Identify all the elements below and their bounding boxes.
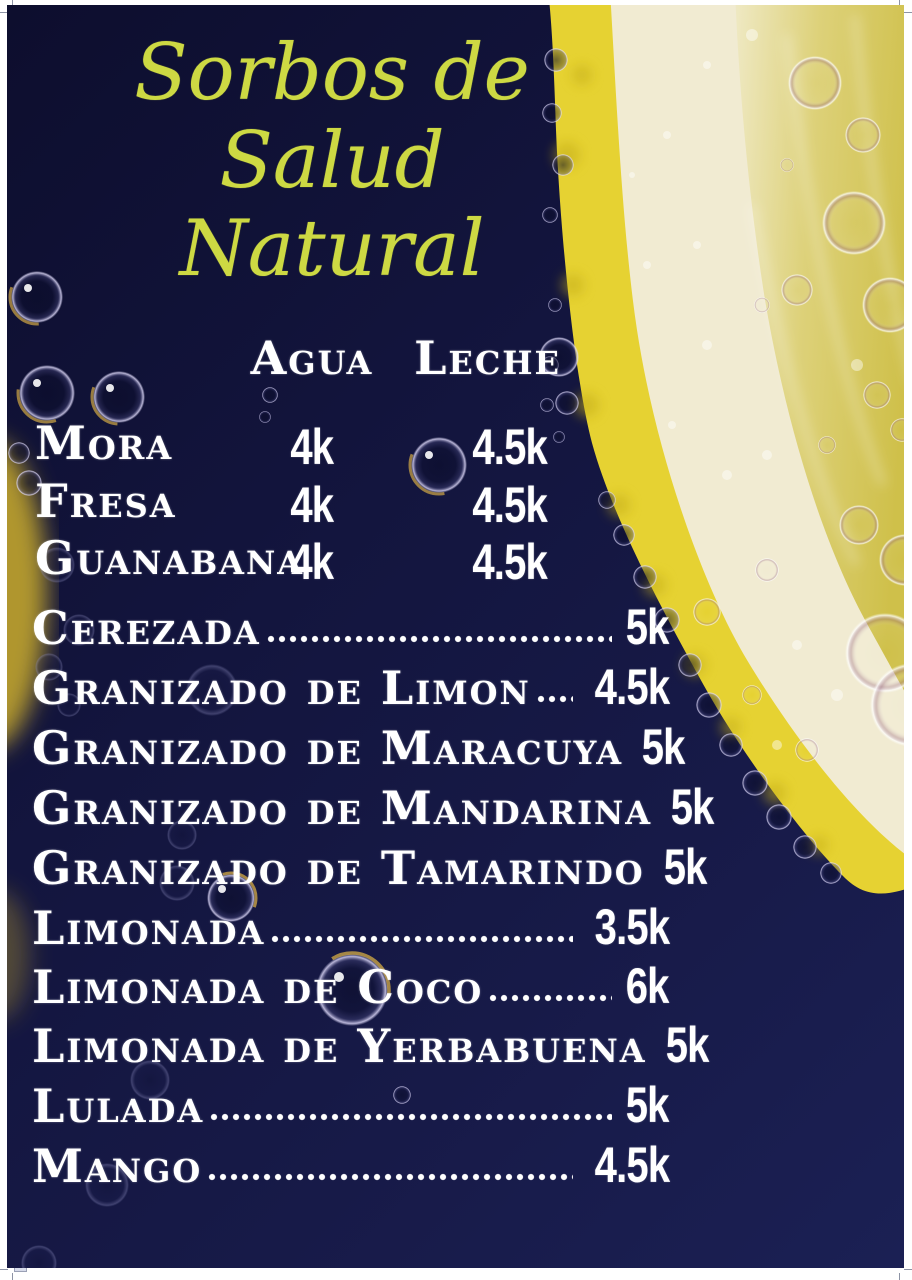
- item-price-agua: 4k: [290, 419, 335, 475]
- item-price-leche: 4.5k: [472, 477, 547, 533]
- item-name: Granizado de Limon: [32, 661, 531, 715]
- edge-bubbles: [540, 48, 842, 884]
- dotted-leader: [488, 993, 613, 1004]
- item-price: 6k: [626, 958, 670, 1014]
- item-name: Guanabana: [35, 531, 305, 585]
- menu-row-granizado-maracuya: Granizado de Maracuya 5k: [32, 721, 685, 775]
- item-price: 5k: [663, 839, 707, 895]
- menu-row-granizado-limon: Granizado de Limon 4.5k: [32, 659, 670, 715]
- item-price: 5k: [665, 1017, 709, 1073]
- menu-content: Sorbos de Salud Natural Agua Leche Mora …: [7, 5, 904, 1268]
- menu-row-limonada: Limonada 3.5k: [32, 899, 670, 955]
- dotted-leader: [535, 694, 573, 705]
- dotted-leader: [265, 634, 613, 645]
- menu-title-line-3: Natural: [179, 204, 485, 295]
- item-price: 5k: [670, 779, 715, 835]
- crop-mark: [904, 1269, 912, 1270]
- item-price: 4.5k: [594, 1137, 669, 1193]
- menu-row-cerezada: Cerezada 5k: [32, 599, 670, 655]
- menu-title-line-1: Sorbos de: [134, 28, 530, 118]
- column-header-leche: Leche: [414, 331, 561, 385]
- item-price: 5k: [626, 599, 670, 655]
- crop-mark: [904, 12, 912, 13]
- item-name: Granizado de Tamarindo: [32, 841, 645, 895]
- column-header-agua: Agua: [250, 331, 374, 385]
- crop-mark: [12, 1273, 13, 1280]
- menu-row-fresa: Fresa 4k 4.5k: [7, 476, 667, 530]
- dotted-leader: [270, 934, 573, 945]
- lemon-slice-illustration: [7, 5, 904, 1268]
- dark-field-bubbles: [8, 268, 579, 1104]
- item-price-leche: 4.5k: [472, 419, 547, 475]
- crop-mark: [899, 1273, 900, 1280]
- item-name: Fresa: [35, 474, 177, 528]
- menu-row-guanabana: Guanabana 4k 4.5k: [7, 533, 667, 587]
- flesh-specks: [629, 29, 863, 750]
- menu-row-granizado-mandarina: Granizado de Mandarina 5k: [32, 781, 715, 835]
- dotted-leader: [207, 1172, 573, 1183]
- item-name: Mora: [35, 416, 174, 470]
- item-price: 5k: [641, 719, 686, 775]
- menu-row-lulada: Lulada 5k: [32, 1077, 670, 1133]
- flesh-bubbles: [693, 56, 904, 762]
- item-price: 5k: [626, 1077, 670, 1133]
- item-price: 4.5k: [594, 659, 669, 715]
- item-name: Limonada de Coco: [32, 960, 484, 1014]
- item-name: Granizado de Mandarina: [32, 781, 653, 835]
- item-name: Limonada de Yerbabuena: [32, 1019, 647, 1073]
- item-name: Lulada: [32, 1079, 205, 1133]
- item-name: Limonada: [32, 901, 266, 955]
- menu-row-mango: Mango 4.5k: [32, 1137, 670, 1193]
- dotted-leader: [209, 1112, 613, 1123]
- item-price-leche: 4.5k: [472, 534, 547, 590]
- menu-row-mora: Mora 4k 4.5k: [7, 418, 667, 472]
- crop-mark: [12, 0, 13, 7]
- item-name: Mango: [32, 1139, 203, 1193]
- menu-row-limonada-yerbabuena: Limonada de Yerbabuena 5k: [32, 1019, 709, 1073]
- menu-row-limonada-coco: Limonada de Coco 6k: [32, 958, 670, 1014]
- dim-bubbles: [21, 547, 238, 1268]
- item-name: Cerezada: [32, 601, 261, 655]
- menu-title-line-2: Salud: [219, 116, 445, 207]
- item-price: 3.5k: [594, 899, 669, 955]
- menu-background: Sorbos de Salud Natural Agua Leche Mora …: [7, 5, 904, 1268]
- item-price-agua: 4k: [290, 534, 335, 590]
- item-price-agua: 4k: [290, 477, 335, 533]
- crop-mark: [0, 12, 8, 13]
- crop-mark: [899, 0, 900, 7]
- crop-mark: [0, 1269, 8, 1270]
- menu-row-granizado-tamarindo: Granizado de Tamarindo 5k: [32, 841, 707, 895]
- item-name: Granizado de Maracuya: [32, 721, 624, 775]
- menu-title: Sorbos de Salud Natural: [7, 28, 657, 295]
